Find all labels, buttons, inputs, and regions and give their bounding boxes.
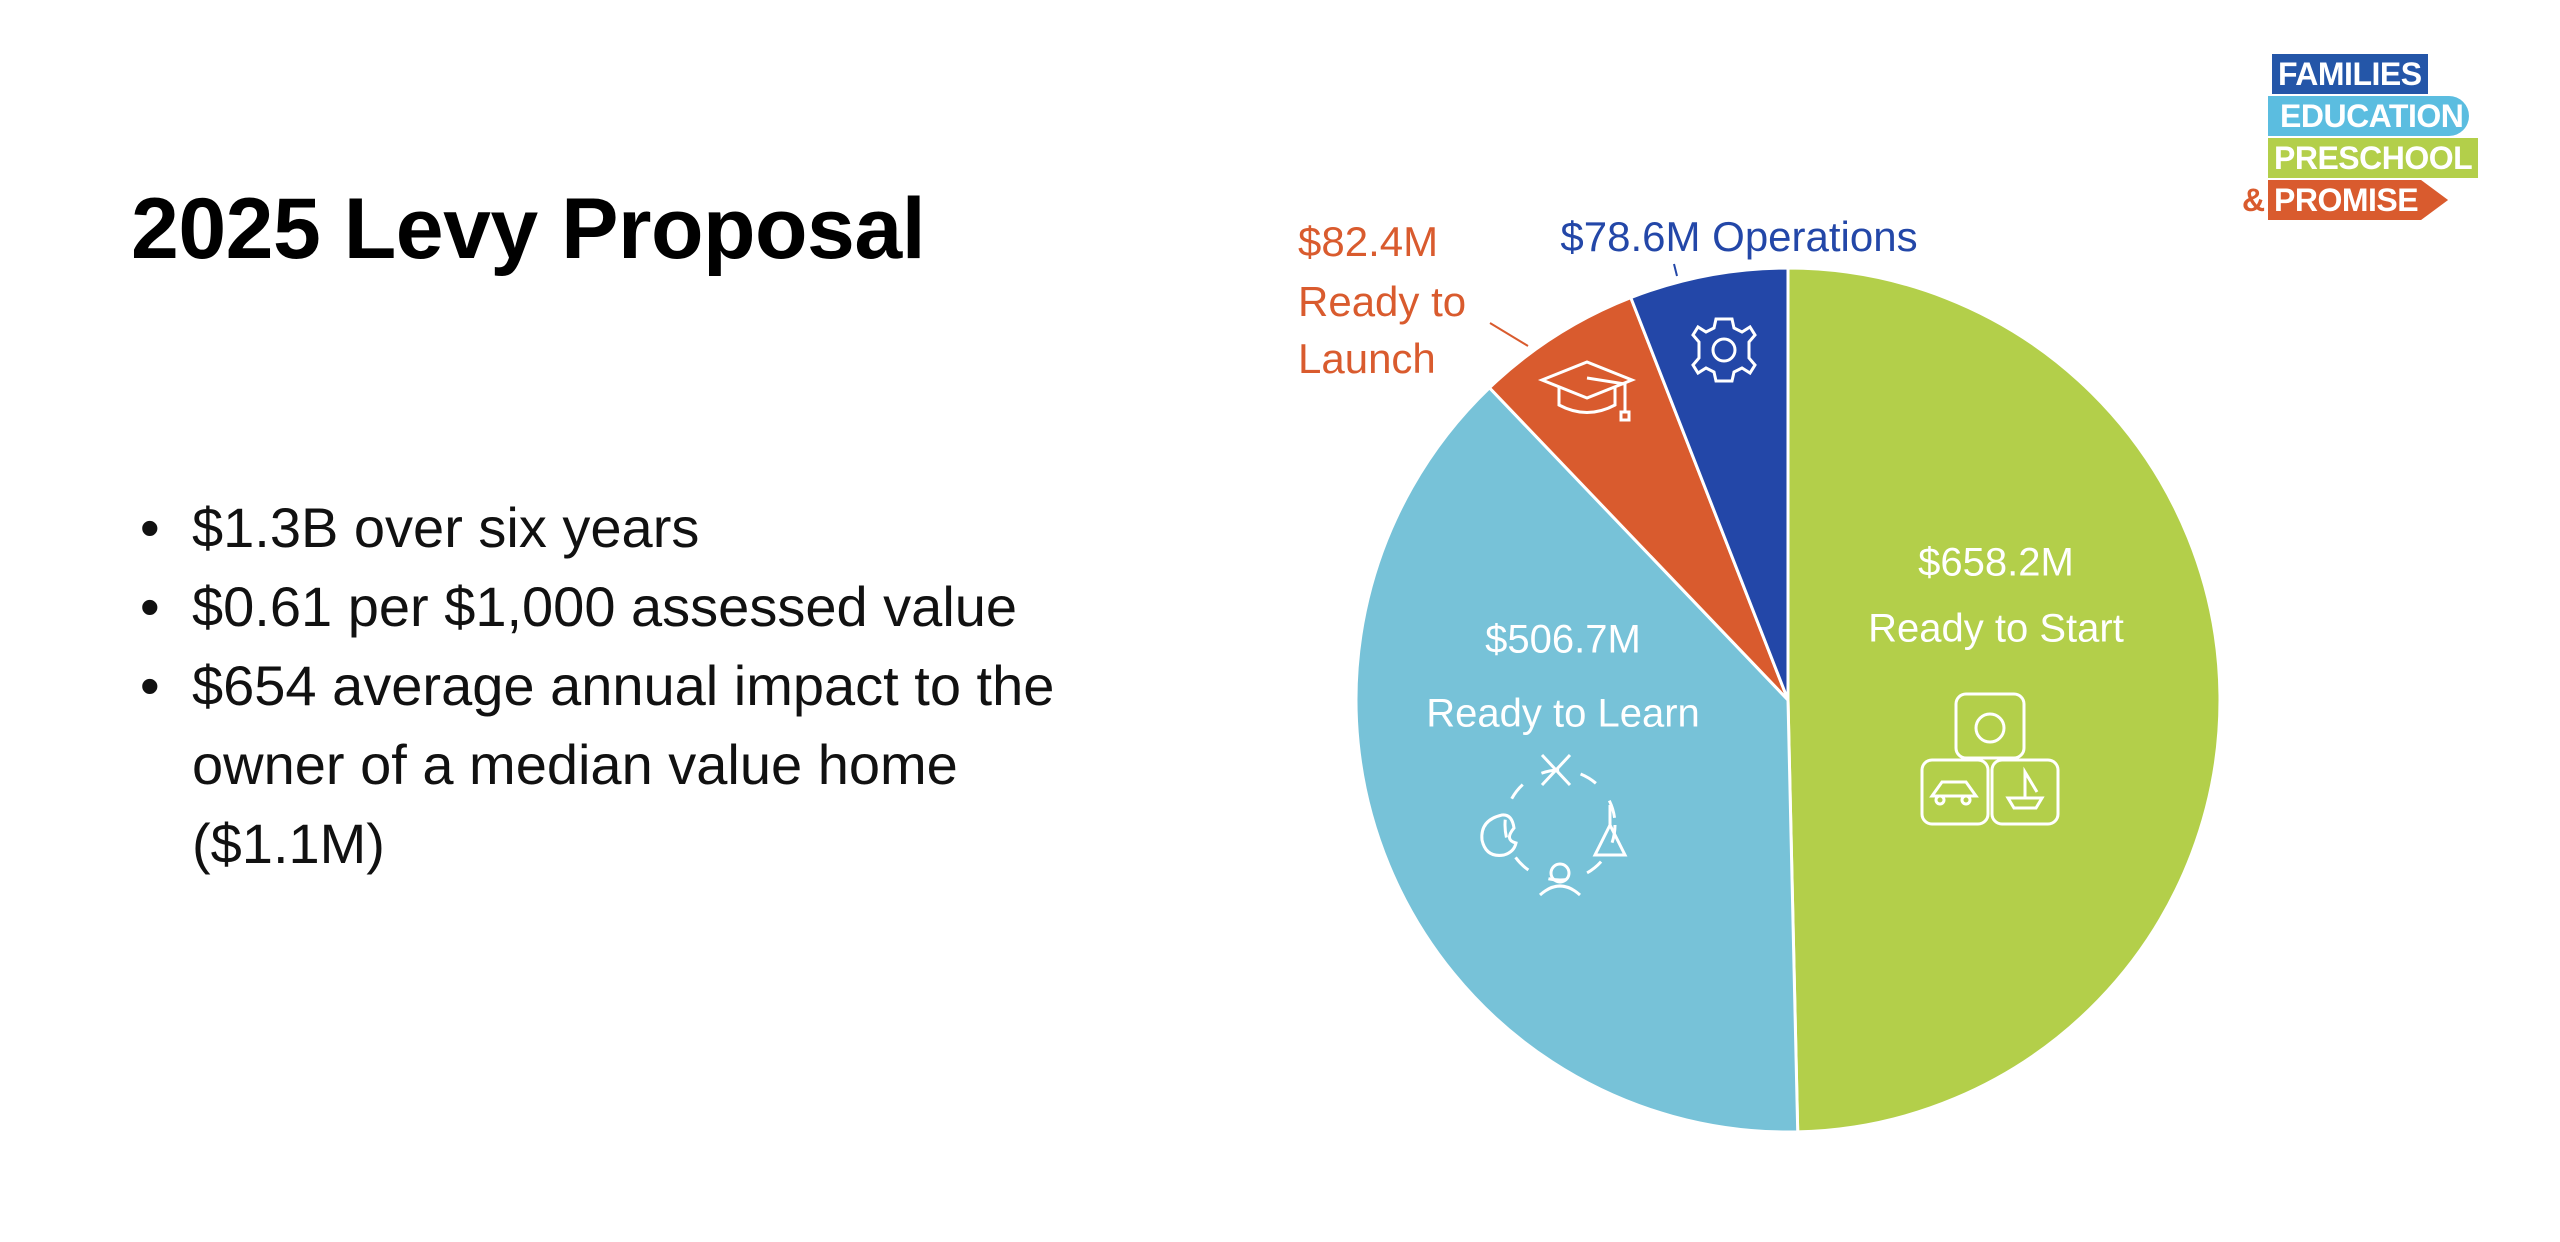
leader-line-launch	[1489, 322, 1529, 347]
gear-icon	[1691, 317, 1757, 383]
label-operations: $78.6M Operations	[1560, 213, 1918, 260]
pie-slice-ready-to-launch	[1487, 295, 1790, 702]
logo-line: PROMISE	[2268, 180, 2449, 220]
pie-slice-ready-to-learn	[1354, 385, 1800, 1134]
label-launch-value: $82.4M	[1298, 218, 1439, 265]
logo-line: EDUCATION	[2268, 96, 2470, 136]
logo: FAMILIES EDUCATION PRESCHOOL & PROMISE	[2240, 50, 2520, 250]
label-learn-value: $506.7M	[1485, 617, 1641, 662]
bullet-item: $1.3B over six years	[140, 488, 1120, 567]
label-launch-line1: Ready to	[1298, 278, 1467, 325]
bullet-list: $1.3B over six years $0.61 per $1,000 as…	[140, 488, 1120, 883]
logo-line: FAMILIES	[2272, 54, 2428, 94]
leader-line-operations	[1673, 263, 1678, 277]
bullet-item: $0.61 per $1,000 assessed value	[140, 567, 1120, 646]
logo-line: PRESCHOOL	[2268, 138, 2479, 178]
slide-title: 2025 Levy Proposal	[131, 181, 926, 277]
label-learn-name: Ready to Learn	[1426, 691, 1700, 736]
bullet-item: $654 average annual impact to the owner …	[140, 646, 1120, 883]
graduation-cap-icon	[1537, 360, 1637, 422]
label-start-value: $658.2M	[1918, 540, 2074, 585]
toy-blocks-icon	[1920, 692, 2060, 826]
label-start-name: Ready to Start	[1868, 606, 2124, 651]
pie-slice-ready-to-start	[1786, 266, 2222, 1134]
learning-cycle-icon	[1480, 753, 1628, 897]
pie-slice-operations	[1628, 266, 1790, 701]
logo-line: &	[2242, 182, 2265, 218]
label-launch-line2: Launch	[1298, 335, 1436, 382]
